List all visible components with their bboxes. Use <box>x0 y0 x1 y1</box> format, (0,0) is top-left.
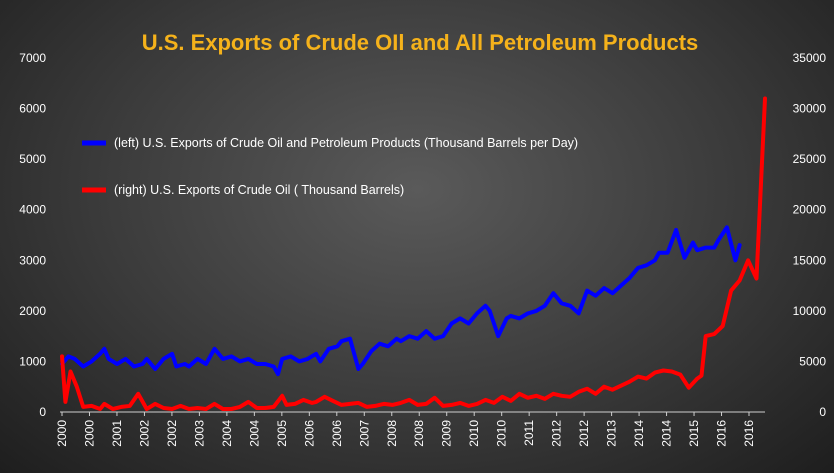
x-axis-ticks: 2000 2000 2001 2002 2002 2003 2004 2004 2005 2006… <box>55 412 756 447</box>
x-tick-label: 2016 <box>715 420 729 447</box>
x-tick-label: 2002 <box>137 420 151 447</box>
right-tick-label: 5000 <box>799 354 826 368</box>
x-tick-label: 2004 <box>247 420 261 447</box>
right-tick-label: 30000 <box>793 102 827 116</box>
x-tick-label: 2006 <box>302 420 316 447</box>
x-tick-label: 2009 <box>440 420 454 447</box>
chart-title: U.S. Exports of Crude OIl and All Petrol… <box>142 30 699 55</box>
left-tick-label: 1000 <box>19 354 46 368</box>
x-tick-label: 2010 <box>495 420 509 447</box>
right-tick-label: 0 <box>819 405 826 419</box>
x-tick-label: 2014 <box>632 420 646 447</box>
x-tick-label: 2016 <box>742 420 756 447</box>
x-tick-label: 2015 <box>687 420 701 447</box>
x-tick-label: 2014 <box>660 420 674 447</box>
series-line-right-crude-exports <box>60 96 767 411</box>
right-tick-label: 35000 <box>793 51 827 65</box>
series-layer <box>60 96 767 411</box>
legend-label-right-series: (right) U.S. Exports of Crude Oil ( Thou… <box>114 183 404 197</box>
x-tick-label: 2007 <box>357 420 371 447</box>
x-tick-label: 2004 <box>220 420 234 447</box>
x-tick-label: 2000 <box>82 420 96 447</box>
left-tick-label: 0 <box>39 405 46 419</box>
x-tick-label: 2012 <box>577 420 591 447</box>
x-tick-label: 2008 <box>385 420 399 447</box>
x-tick-label: 2005 <box>275 420 289 447</box>
x-tick-label: 2012 <box>550 420 564 447</box>
x-tick-label: 2010 <box>467 420 481 447</box>
left-axis-ticks: 0 1000 2000 3000 4000 5000 6000 7000 <box>19 51 46 419</box>
x-tick-label: 2001 <box>110 420 124 447</box>
x-tick-label: 2000 <box>55 420 69 447</box>
right-axis-ticks: 0 5000 10000 15000 20000 25000 30000 35000 <box>793 51 827 419</box>
x-tick-label: 2006 <box>330 420 344 447</box>
x-tick-label: 2003 <box>192 420 206 447</box>
x-tick-label: 2013 <box>605 420 619 447</box>
x-tick-label: 2008 <box>412 420 426 447</box>
left-tick-label: 2000 <box>19 304 46 318</box>
left-tick-label: 6000 <box>19 102 46 116</box>
right-tick-label: 25000 <box>793 152 827 166</box>
x-tick-label: 2011 <box>522 420 536 446</box>
left-tick-label: 7000 <box>19 51 46 65</box>
right-tick-label: 15000 <box>793 253 827 267</box>
legend-label-left-series: (left) U.S. Exports of Crude Oil and Pet… <box>114 136 578 150</box>
right-tick-label: 20000 <box>793 203 827 217</box>
left-tick-label: 3000 <box>19 253 46 267</box>
x-tick-label: 2002 <box>165 420 179 447</box>
series-line-left-exports <box>60 225 742 377</box>
right-tick-label: 10000 <box>793 304 827 318</box>
left-tick-label: 4000 <box>19 203 46 217</box>
legend: (left) U.S. Exports of Crude Oil and Pet… <box>82 136 578 197</box>
left-tick-label: 5000 <box>19 152 46 166</box>
